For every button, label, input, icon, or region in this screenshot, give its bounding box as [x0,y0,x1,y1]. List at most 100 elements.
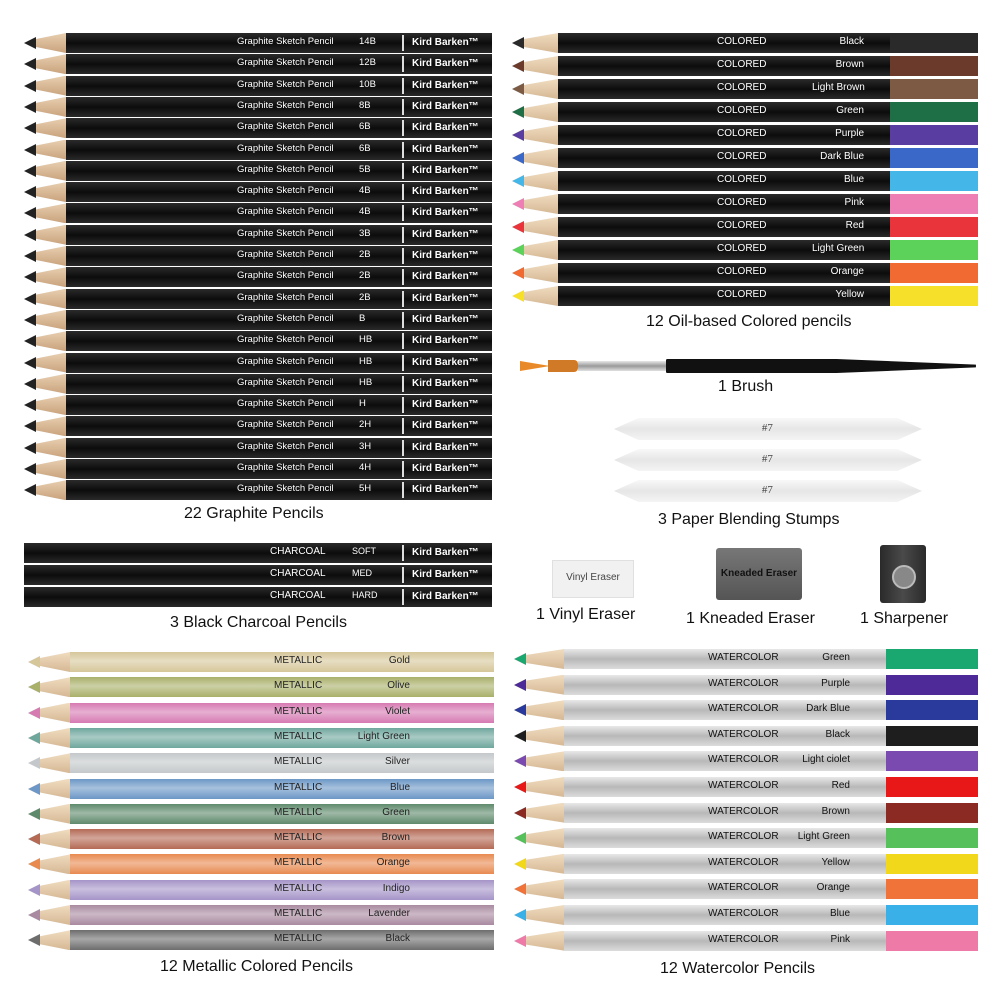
pencil-lead [28,706,40,719]
pencil-color-name: Blue [829,908,850,919]
brand-label: Kird Barken™ [402,439,479,456]
pencil-lead [24,207,36,220]
color-cap [890,33,978,53]
pencil-body [564,930,886,951]
pencil-body [66,246,492,266]
kneaded-eraser-label: Kneaded Eraser [720,568,798,579]
pencil-label: WATERCOLOR [708,754,779,766]
pencil-wood [524,194,558,214]
pencil-wood [526,879,564,900]
pencil-wood [524,286,558,306]
pencil-color-name: Green [836,105,864,116]
pencil-wood [36,331,66,352]
pencil-body [66,288,492,309]
pencil-body [558,56,890,76]
pencil-label: CHARCOAL [270,590,326,601]
watercolor-pencil: WATERCOLOR Yellow [514,853,978,874]
pencil-body [558,217,890,237]
pencil-body [558,102,890,122]
pencil-label: Graphite Sketch Pencil [237,185,334,197]
pencil-body [66,96,492,117]
brand-label: Kird Barken™ [402,418,479,435]
pencil-wood [40,753,70,774]
pencil-body [66,182,492,203]
pencil-lead [512,198,524,210]
pencil-body [564,777,886,797]
graphite-pencil: Graphite Sketch Pencil HB Kird Barken™ [24,352,492,373]
pencil-wood [40,727,70,748]
pencil-label: COLORED [717,174,767,185]
pencil-lead [24,441,36,454]
pencil-body [564,905,886,925]
pencil-body [66,33,492,53]
pencil-body [558,148,890,168]
pencil-body [558,79,890,99]
brand-label: Kird Barken™ [402,162,479,179]
pencil-wood [524,171,558,191]
metallic-pencil: METALLIC Orange [28,854,494,875]
pencil-body [24,565,492,585]
pencil-wood [40,854,70,875]
pencil-color-name: Brown [835,59,864,70]
pencil-body [66,373,492,394]
pencil-wood [40,702,70,723]
pencil-wood [524,33,558,53]
pencil-lead [24,58,36,71]
pencil-label: Graphite Sketch Pencil [237,78,334,90]
pencil-color-name: Lavender [368,908,410,919]
pencil-body [70,727,494,748]
watercolor-pencil: WATERCOLOR Pink [514,930,978,951]
color-cap [890,56,978,76]
sharpener-caption: 1 Sharpener [860,610,949,627]
pencil-label: CHARCOAL [270,546,326,557]
pencil-grade: MED [352,568,372,578]
pencil-label: METALLIC [274,832,323,844]
pencil-label: METALLIC [274,908,323,919]
color-cap [886,828,978,849]
pencil-body [24,587,492,607]
colored-pencil: COLORED Pink [512,194,978,214]
pencil-wood [526,725,564,746]
pencil-body [66,54,492,75]
pencil-color-name: Orange [830,266,864,277]
pencil-lead [514,857,526,870]
pencil-color-name: Violet [385,705,410,717]
pencil-body [564,700,886,721]
metallic-pencil: METALLIC Black [28,930,494,951]
color-cap [890,194,978,214]
pencil-wood [40,803,70,824]
pencil-wood [524,125,558,145]
colored-pencil: COLORED Light Brown [512,79,978,99]
pencil-wood [36,33,66,53]
pencil-color-name: Light ciolet [802,754,850,766]
pencil-lead [28,731,40,744]
pencil-body [70,778,494,799]
pencil-label: METALLIC [274,680,323,692]
kneaded-eraser: Kneaded Eraser [716,548,802,600]
graphite-pencil: Graphite Sketch Pencil 6B Kird Barken™ [24,139,492,160]
pencil-grade: 4H [359,462,372,473]
pencil-wood [526,802,564,823]
colored-caption: 12 Oil-based Colored pencils [646,313,852,330]
pencil-label: WATERCOLOR [708,728,779,740]
pencil-color-name: Light Green [812,243,865,254]
pencil-lead [28,883,40,896]
color-cap [886,777,978,797]
pencil-label: WATERCOLOR [708,703,779,715]
graphite-pencil: Graphite Sketch Pencil 14B Kird Barken™ [24,33,492,53]
pencil-lead [28,681,40,694]
color-cap [890,171,978,191]
vinyl-eraser-label: Vinyl Eraser [566,572,620,583]
pencil-lead [28,858,40,871]
pencil-body [66,395,492,416]
pencil-body [66,160,492,181]
pencil-body [70,803,494,824]
pencil-grade: B [359,312,366,324]
metallic-pencil: METALLIC Olive [28,677,494,698]
pencil-body [564,853,886,874]
pencil-color-name: Gold [388,655,410,666]
pencil-label: METALLIC [274,882,323,894]
pencil-color-name: Orange [376,857,410,869]
pencil-grade: 2B [359,249,371,260]
pencil-body [66,309,492,330]
